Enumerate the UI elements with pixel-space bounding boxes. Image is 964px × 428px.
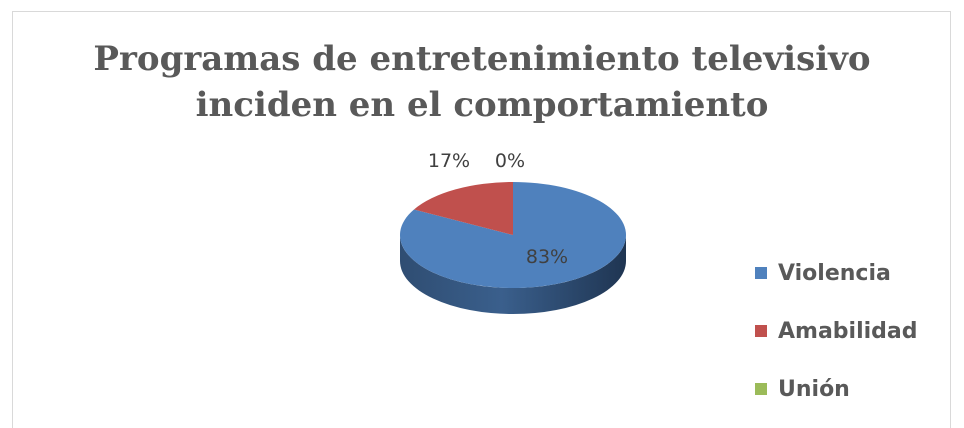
pie-slice-violencia — [399, 182, 626, 289]
chart-title-line-2: inciden en el comportamiento — [195, 85, 769, 125]
chart-title: Programas de entretenimiento televisivo … — [0, 36, 964, 128]
legend-item-union: Unión — [755, 374, 850, 404]
data-labels: 83% 17% 0% — [428, 150, 568, 268]
legend-swatch-violencia — [755, 267, 767, 279]
data-label-violencia: 83% — [526, 246, 568, 268]
legend-item-violencia: Violencia — [755, 258, 891, 288]
legend-label-violencia: Violencia — [778, 260, 891, 286]
legend-label-amabilidad: Amabilidad — [778, 318, 918, 344]
legend-swatch-union — [755, 383, 767, 395]
data-label-union: 0% — [495, 150, 525, 172]
legend-label-union: Unión — [778, 376, 850, 402]
legend-swatch-amabilidad — [755, 325, 767, 337]
pie-slice-amabilidad — [413, 182, 513, 235]
pie-side — [400, 235, 626, 314]
legend-item-amabilidad: Amabilidad — [755, 316, 918, 346]
pie-slices — [399, 182, 626, 314]
chart-title-line-1: Programas de entretenimiento televisivo — [93, 39, 871, 79]
data-label-amabilidad: 17% — [428, 150, 470, 172]
